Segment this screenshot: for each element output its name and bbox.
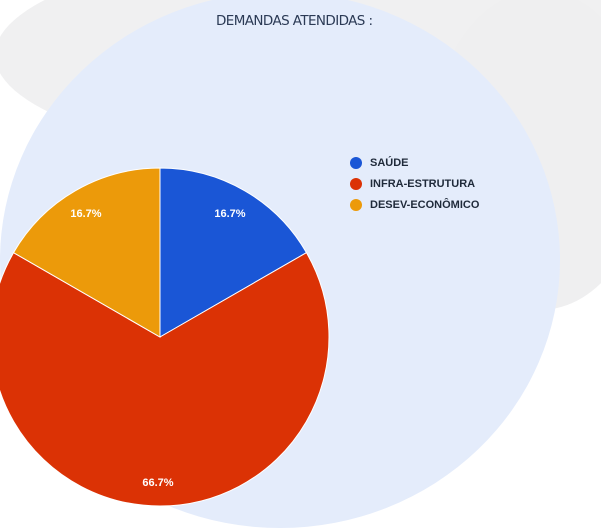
chart-legend: SAÚDE INFRA-ESTRUTURA DESEV-ECONÔMICO (350, 152, 479, 215)
pie-slice-value-label: 16.7% (70, 208, 101, 220)
legend-swatch (350, 156, 362, 169)
legend-label: INFRA-ESTRUTURA (370, 177, 476, 190)
legend-swatch (350, 177, 362, 190)
legend-item: INFRA-ESTRUTURA (350, 173, 479, 194)
chart-title: DEMANDAS ATENDIDAS : (216, 13, 373, 29)
pie-slice-value-label: 16.7% (214, 208, 245, 220)
pie-slice-desev-econ-mico (12, 167, 161, 338)
pie-chart: 16.7% 66.7% 16.7% (0, 167, 330, 507)
legend-label: DESEV-ECONÔMICO (370, 198, 480, 211)
legend-swatch (350, 198, 362, 211)
pie-slice-infra-estrutura (0, 251, 330, 507)
pie-slice-value-label: 66.7% (142, 477, 173, 489)
legend-item: DESEV-ECONÔMICO (350, 194, 479, 215)
pie-slice-sa-de (159, 167, 308, 338)
legend-label: SAÚDE (370, 156, 409, 169)
legend-item: SAÚDE (350, 152, 479, 173)
